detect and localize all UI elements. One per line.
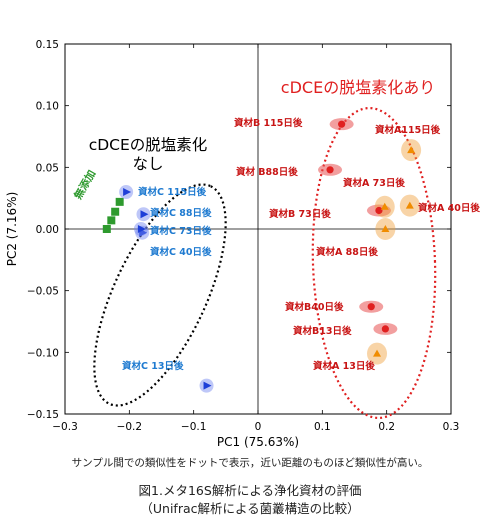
point-triangle (123, 188, 132, 196)
point-label: 資材A 73日後 (343, 177, 405, 189)
group-label-no-dechlorination-line2: なし (132, 155, 163, 173)
figure-note: サンプル間での類似性をドットで表示，近い距離のものほど類似性が高い。 (71, 457, 429, 469)
point-label: 資材A 88日後 (316, 246, 378, 258)
point-label: 資材C 88日後 (150, 207, 212, 219)
figure-caption-title: 図1.メタ16S解析による浄化資材の評価 (138, 483, 362, 498)
point-label: 資材A 40日後 (418, 202, 480, 214)
y-axis-label: PC2 (7.16%) (5, 192, 19, 267)
point-circle (338, 120, 346, 128)
point-triangle (381, 225, 390, 232)
point-triangle (140, 210, 149, 219)
point-square (107, 216, 116, 225)
point-label: 資材C 73日後 (150, 225, 212, 237)
figure-caption-subtitle: （Unifrac解析による菌叢構造の比較） (140, 501, 360, 516)
y-tick-label: 0.05 (36, 162, 59, 174)
x-tick-label: 0.3 (443, 421, 460, 433)
point-label: 資材B40日後 (285, 301, 344, 313)
x-tick-label: −0.1 (181, 421, 207, 433)
point-square (102, 225, 111, 233)
point-triangle (407, 146, 416, 154)
y-tick-label: −0.15 (27, 409, 59, 421)
point-circle (367, 303, 375, 311)
point-triangle (137, 225, 146, 233)
point-label: 資材C 40日後 (150, 246, 212, 258)
point-circle (326, 166, 334, 174)
point-labels: 無添加資材C 115日後資材C 88日後資材C 73日後資材C 40日後資材C … (71, 117, 480, 372)
group-ellipse-dechlorination (311, 106, 437, 420)
x-tick-label: −0.3 (52, 421, 78, 433)
y-tick-label: −0.10 (27, 347, 59, 359)
group-label-no-dechlorination-line1: cDCEの脱塩素化 (89, 136, 208, 154)
x-tick-label: −0.2 (117, 421, 143, 433)
point-label: 資材C 13日後 (122, 360, 184, 372)
point-square (115, 197, 124, 206)
point-circle (375, 206, 383, 215)
group-ellipse-no-dechlorination (93, 183, 227, 407)
point-label: 資材C 115日後 (138, 186, 207, 198)
x-tick-label: 0.2 (378, 421, 395, 433)
point-triangle (373, 349, 382, 357)
point-label: 資材A115日後 (375, 124, 441, 136)
point-label: 資材B 115日後 (234, 117, 303, 129)
y-tick-label: −0.05 (27, 286, 59, 298)
y-tick-label: 0.00 (36, 224, 59, 236)
point-label: 資材 B88日後 (236, 166, 298, 178)
point-label: 資材A 13日後 (313, 360, 375, 372)
pca-scatter-chart: −0.3 −0.2 −0.1 0 0.1 0.2 0.30.150.100.050.00−0… (5, 39, 480, 449)
point-triangle (380, 202, 389, 210)
point-triangle (405, 201, 414, 209)
x-tick-label: 0 (255, 421, 262, 433)
point-circle (381, 325, 389, 333)
x-tick-label: 0.1 (314, 421, 331, 433)
point-label: 無添加 (71, 168, 98, 202)
y-tick-label: 0.10 (36, 101, 59, 113)
data-points (102, 120, 416, 393)
group-label-dechlorination: cDCEの脱塩素化あり (281, 78, 435, 97)
axis-ticks: −0.3 −0.2 −0.1 0 0.1 0.2 0.30.150.100.050.00−0… (27, 39, 460, 433)
point-label: 資材B 73日後 (269, 208, 331, 220)
x-axis-label: PC1 (75.63%) (217, 435, 299, 449)
point-label: 資材B13日後 (293, 325, 352, 337)
point-triangle (203, 381, 212, 390)
point-square (111, 207, 120, 216)
y-tick-label: 0.15 (36, 39, 59, 51)
